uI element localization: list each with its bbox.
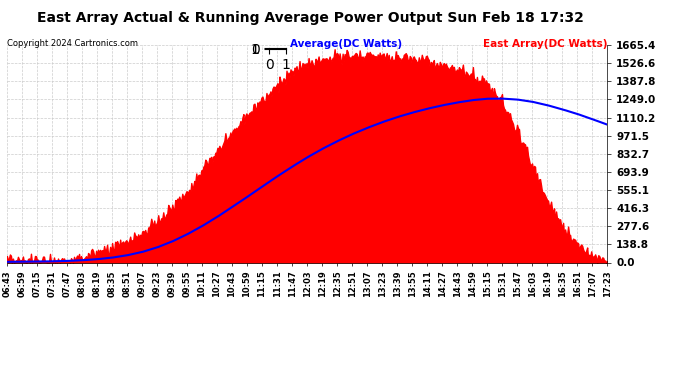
- Text: East Array(DC Watts): East Array(DC Watts): [483, 39, 607, 50]
- Text: Copyright 2024 Cartronics.com: Copyright 2024 Cartronics.com: [7, 39, 138, 48]
- Text: East Array Actual & Running Average Power Output Sun Feb 18 17:32: East Array Actual & Running Average Powe…: [37, 11, 584, 25]
- Text: Average(DC Watts): Average(DC Watts): [290, 39, 402, 50]
